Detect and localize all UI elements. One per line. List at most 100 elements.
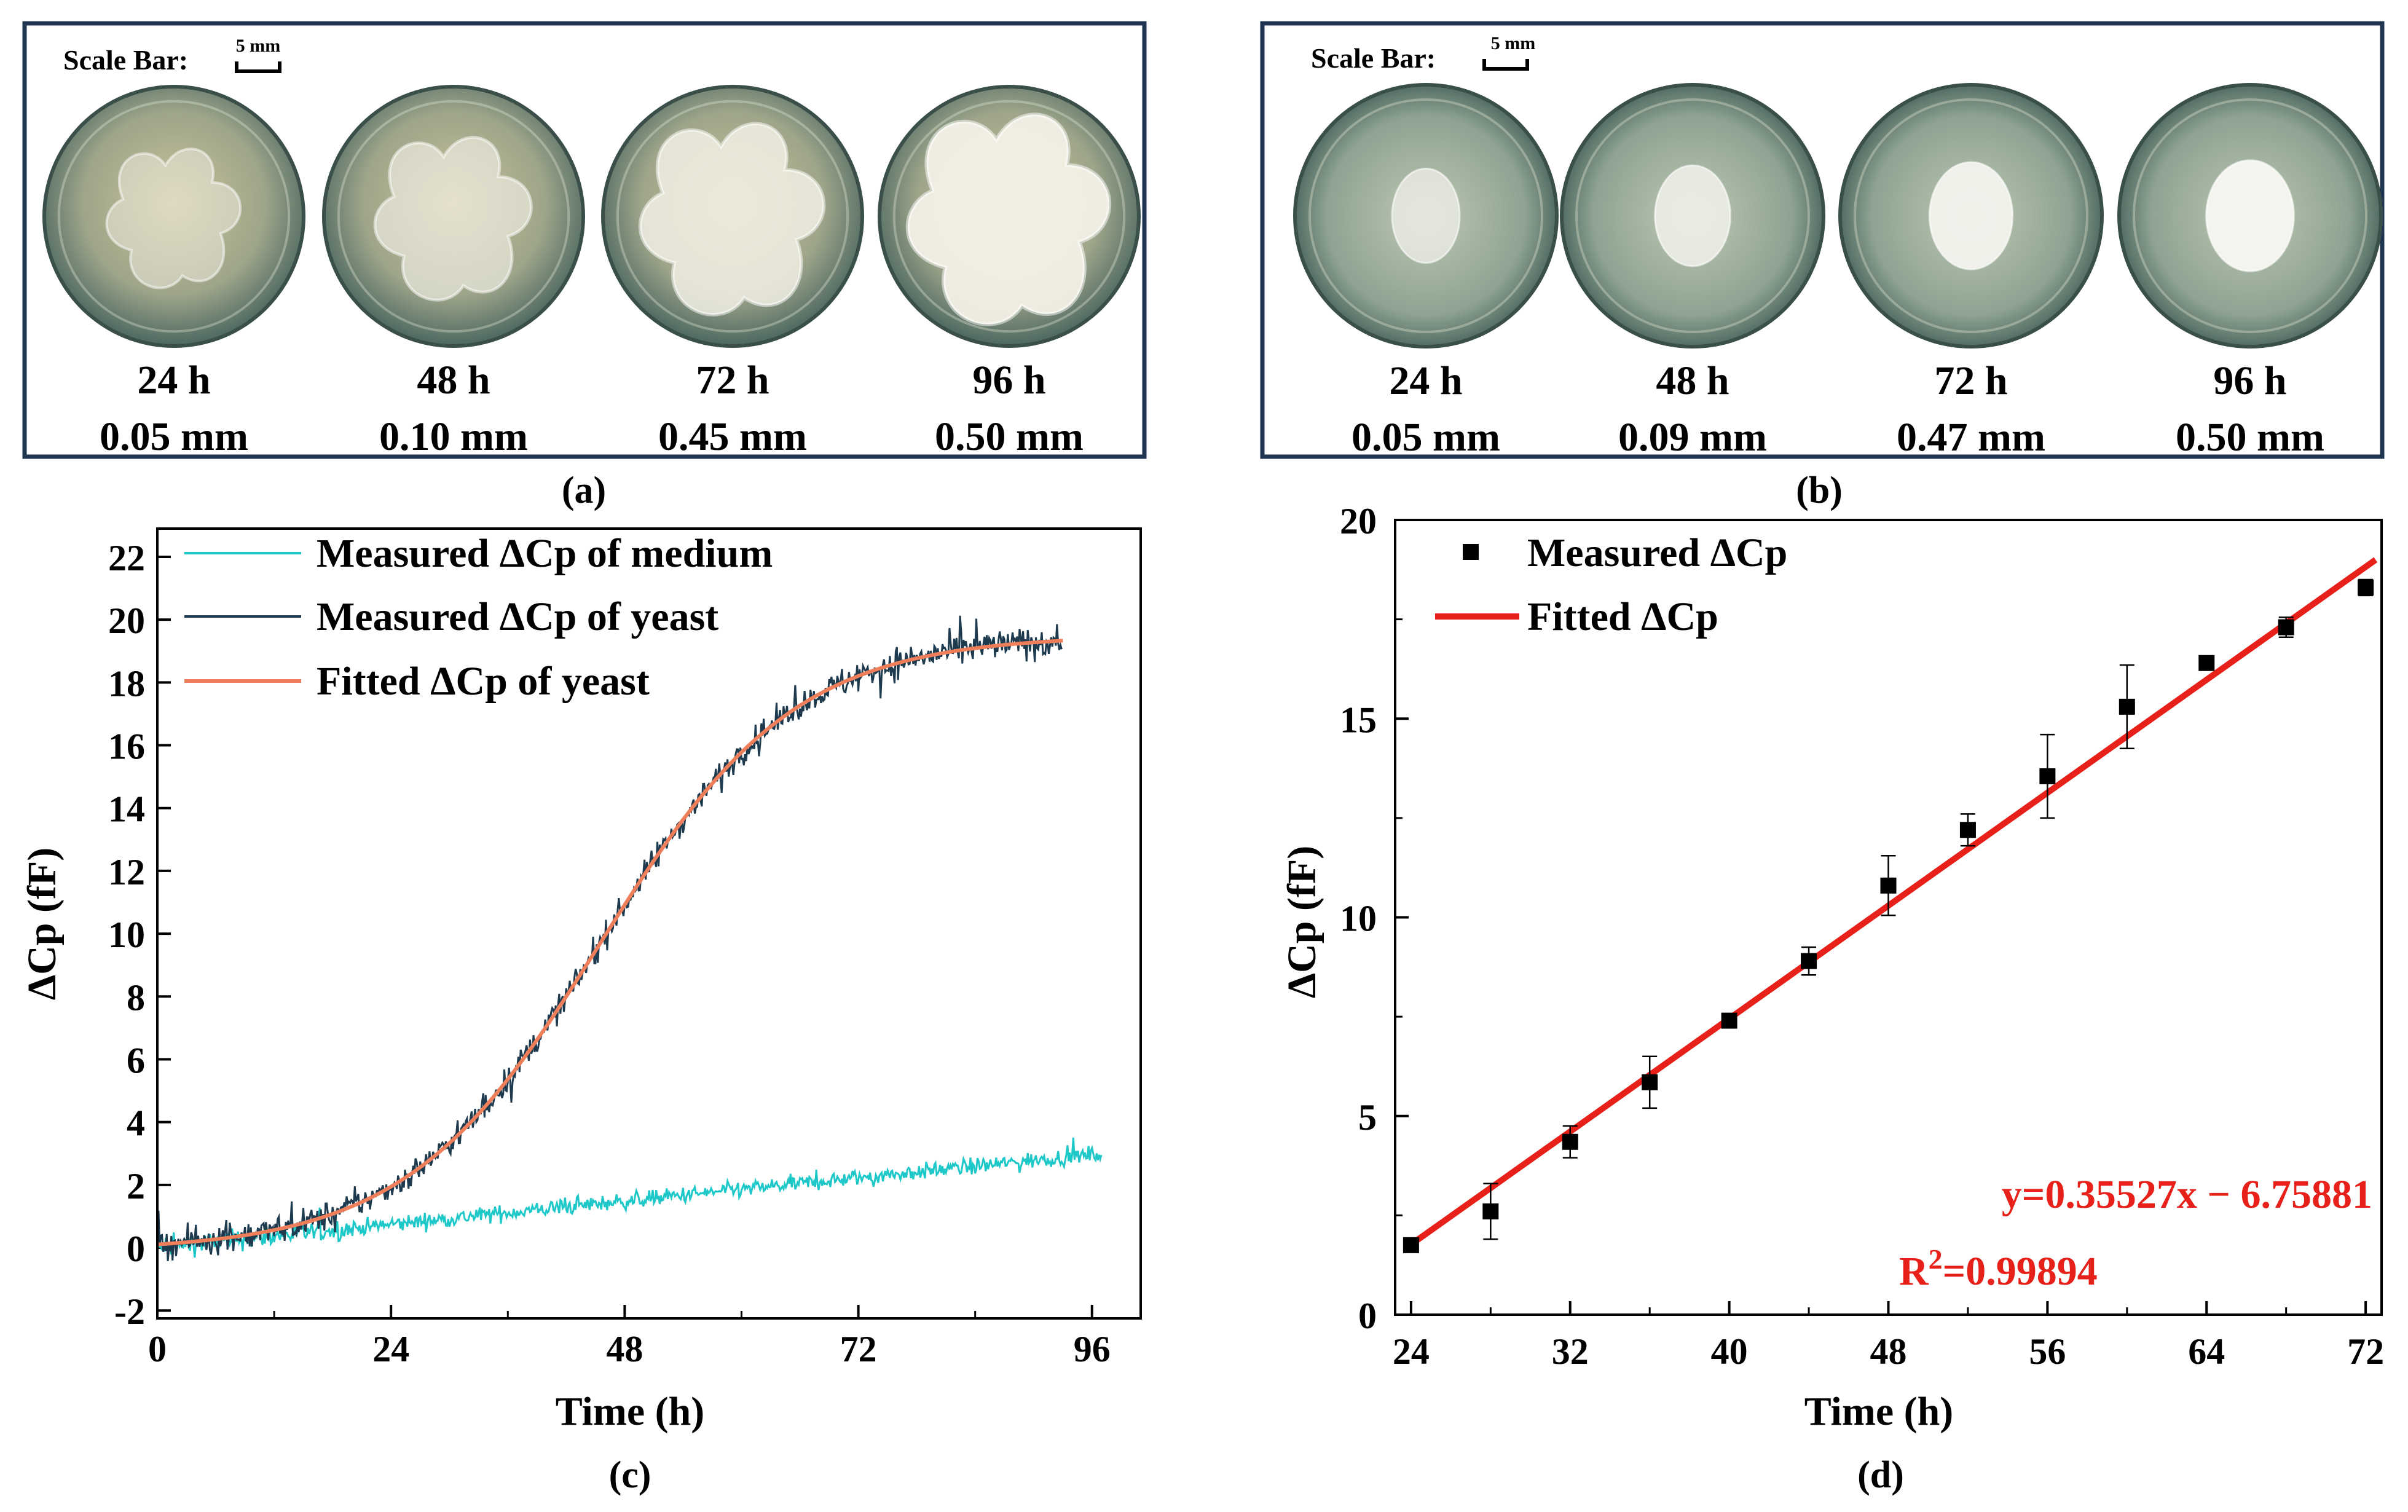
panel-a: Scale Bar: 5 mm 24 h 0.05 mm 48 h 0.10 mm 72…: [22, 21, 1147, 511]
data-point: [2119, 698, 2135, 715]
scale-bar-unit: 5 mm: [236, 36, 280, 56]
dish-time-label: 24 h: [137, 358, 210, 403]
dish-thickness-label: 0.47 mm: [1897, 415, 2045, 460]
legend-label: Measured ΔCp of yeast: [317, 594, 718, 639]
yeast-colony: [1928, 161, 2014, 270]
y-tick-label: 14: [108, 789, 145, 830]
dish-inner-rim: [57, 100, 291, 333]
data-point-group: [1801, 946, 1817, 976]
scale-bar: [1482, 59, 1529, 71]
yeast-colony: [105, 148, 242, 289]
y-tick-label: 18: [108, 663, 145, 704]
yeast-colony: [373, 136, 533, 302]
y-tick-label: 22: [108, 538, 145, 578]
data-point: [2358, 579, 2374, 596]
petri-dish: 48 h 0.10 mm: [322, 85, 585, 459]
x-tick-label: 0: [148, 1329, 167, 1369]
x-tick-label: 24: [1393, 1331, 1430, 1372]
data-point: [1482, 1203, 1499, 1219]
dish-thickness-label: 0.10 mm: [379, 414, 528, 459]
chart-d-xlabel: Time (h): [1804, 1389, 1954, 1434]
chart-d-ylabel: ΔCp (fF): [1280, 846, 1324, 999]
chart-c-legend: Measured ΔCp of medium Measured ΔCp of ye…: [184, 531, 773, 704]
data-point: [1721, 1012, 1737, 1029]
yeast-colony: [905, 112, 1112, 326]
panel-b: Scale Bar: 5 mm 24 h 0.05 mm 48 h 0.09 mm 72…: [1260, 21, 2385, 511]
dish-inner-rim: [892, 100, 1126, 333]
dish-inner-rim: [1854, 98, 2088, 333]
chart-d-caption: (d): [1857, 1454, 1904, 1496]
chart-d-equation: y=0.35527x − 6.75881: [2002, 1172, 2372, 1217]
yeast-colony: [2205, 159, 2295, 272]
chart-d-r-squared: R2=0.99894: [1899, 1243, 2098, 1294]
yeast-colony: [1391, 167, 1461, 264]
panel-b-caption: (b): [1796, 470, 1843, 511]
y-tick-label: 15: [1340, 699, 1377, 740]
fit-line: [1409, 557, 2378, 1247]
chart-c-xlabel: Time (h): [556, 1389, 705, 1434]
petri-dish: 72 h 0.45 mm: [601, 85, 864, 459]
chart-c-series: [156, 615, 1103, 1261]
dish-row-a: 24 h 0.05 mm 48 h 0.10 mm 72 h 0.45 mm 96 h 0.5…: [42, 85, 1141, 459]
r2-prefix: R: [1899, 1249, 1929, 1294]
x-tick-label: 48: [606, 1329, 643, 1369]
dish-thickness-label: 0.45 mm: [658, 414, 807, 459]
scale-bar-label: Scale Bar:: [1311, 42, 1436, 74]
y-tick-label: 4: [127, 1103, 145, 1144]
legend-label: Measured ΔCp of medium: [317, 531, 773, 576]
data-point-group: [1403, 1237, 1419, 1253]
chart-c-plot-area: [156, 527, 1142, 1320]
y-tick-label: 5: [1358, 1097, 1377, 1138]
y-tick-label: -2: [114, 1291, 145, 1332]
x-tick-label: 72: [840, 1329, 877, 1369]
legend-label: Fitted ΔCp of yeast: [317, 659, 650, 704]
data-point: [1880, 877, 1897, 894]
y-tick-label: 2: [127, 1166, 145, 1207]
dish-inner-rim: [2133, 98, 2367, 333]
dish-thickness-label: 0.50 mm: [2176, 415, 2324, 460]
data-point: [1403, 1237, 1419, 1253]
x-tick-label: 56: [2029, 1331, 2066, 1372]
dish-inner-rim: [337, 100, 570, 333]
y-tick-label: 0: [1358, 1296, 1377, 1336]
dish-thickness-label: 0.05 mm: [100, 414, 248, 459]
data-point-group: [2198, 655, 2215, 671]
dish-thickness-label: 0.05 mm: [1352, 415, 1500, 460]
series-medium-line: [156, 1137, 1103, 1258]
dish-thickness-label: 0.50 mm: [935, 414, 1084, 459]
chart-c-caption: (c): [609, 1454, 651, 1496]
chart-d-series: [1403, 557, 2378, 1253]
x-tick-label: 96: [1074, 1329, 1111, 1369]
data-point: [2198, 655, 2215, 671]
data-point: [2039, 768, 2056, 784]
dish-time-label: 96 h: [972, 358, 1045, 403]
series-fit-line: [157, 639, 1063, 1246]
data-point-group: [1482, 1183, 1499, 1240]
dish-inner-rim: [1575, 98, 1810, 333]
data-point-group: [2278, 616, 2294, 638]
dish-time-label: 48 h: [1656, 358, 1729, 403]
y-tick-label: 20: [108, 600, 145, 641]
y-tick-label: 16: [108, 726, 145, 767]
data-point: [1959, 822, 1976, 838]
dish-time-label: 72 h: [696, 358, 769, 403]
dish-time-label: 96 h: [2213, 358, 2286, 403]
panel-a-caption: (a): [562, 470, 606, 511]
petri-dish: 96 h 0.50 mm: [878, 85, 1141, 459]
x-tick-label: 40: [1711, 1331, 1748, 1372]
petri-dish: 24 h 0.05 mm: [42, 85, 305, 459]
dish-time-label: 48 h: [417, 358, 490, 403]
scale-bar-label: Scale Bar:: [63, 44, 188, 76]
r2-value: =0.99894: [1943, 1249, 2098, 1294]
data-point: [1562, 1133, 1578, 1150]
x-tick-label: 48: [1870, 1331, 1907, 1372]
dish-time-label: 24 h: [1389, 358, 1462, 403]
data-point-group: [1959, 813, 1976, 847]
dish-inner-rim: [616, 100, 849, 333]
chart-d-ticks: 0 5 10 15 20 24 32 40 48 56 64 72: [1340, 501, 2384, 1372]
dish-time-label: 72 h: [1934, 358, 2007, 403]
legend-marker: [1463, 544, 1479, 560]
petri-dish: 24 h 0.05 mm: [1293, 83, 1559, 460]
y-tick-label: 0: [127, 1229, 145, 1269]
